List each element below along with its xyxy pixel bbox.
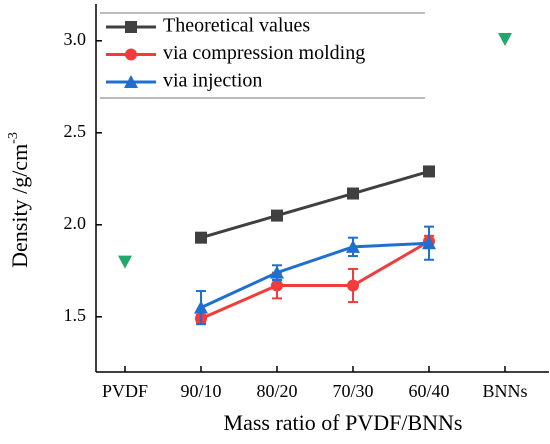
marker: [118, 255, 132, 269]
x-tick-label: 90/10: [180, 381, 221, 401]
y-tick-label: 2.0: [64, 213, 87, 233]
legend-label: via compression molding: [163, 42, 365, 64]
legend-label: Theoretical values: [163, 15, 310, 37]
marker: [270, 265, 284, 279]
x-tick-label: 80/20: [256, 381, 297, 401]
series-line: [200, 169, 430, 240]
marker: [347, 279, 359, 292]
y-axis-label: Density /g/cm-3: [6, 132, 32, 268]
x-tick-label: 70/30: [332, 381, 373, 401]
marker: [422, 236, 436, 250]
marker: [423, 165, 435, 178]
marker: [125, 48, 137, 61]
y-axis-label-main: Density /g/cm: [7, 144, 32, 268]
x-tick-label: BNNs: [482, 381, 527, 401]
marker: [346, 239, 360, 253]
marker: [125, 21, 137, 33]
y-tick-label: 3.0: [64, 29, 87, 49]
y-tick-label: 2.5: [64, 121, 87, 141]
marker: [194, 300, 208, 314]
series-line: [200, 240, 430, 321]
marker: [347, 187, 359, 200]
x-tick-label: PVDF: [102, 381, 148, 401]
marker: [498, 32, 512, 46]
x-tick-label: 60/40: [408, 381, 449, 401]
y-axis-label-sup: -3: [6, 132, 21, 144]
marker: [271, 279, 283, 292]
marker: [195, 231, 207, 244]
x-axis-label: Mass ratio of PVDF/BNNs: [224, 410, 463, 435]
y-tick-label: 1.5: [64, 305, 87, 325]
marker: [124, 75, 138, 88]
marker: [271, 209, 283, 222]
series-line: [200, 241, 430, 309]
legend-label: via injection: [163, 70, 262, 92]
